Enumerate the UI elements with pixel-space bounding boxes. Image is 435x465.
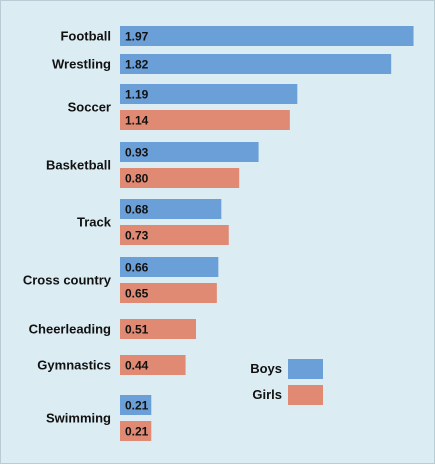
legend-swatch-girls — [288, 385, 323, 405]
bar-boys-soccer — [120, 84, 298, 104]
bar-girls-cheerleading — [120, 319, 196, 339]
bar-girls-soccer — [120, 110, 290, 130]
data-label-girls-swimming: 0.21 — [125, 425, 149, 439]
category-label-basketball: Basketball — [46, 158, 111, 173]
category-label-soccer: Soccer — [68, 100, 111, 115]
data-label-boys-swimming: 0.21 — [125, 399, 149, 413]
data-label-girls-basketball: 0.80 — [125, 172, 149, 186]
data-label-girls-cross-country: 0.65 — [125, 287, 149, 301]
bar-girls-gymnastics — [120, 355, 186, 375]
bar-girls-swimming — [120, 421, 152, 441]
data-label-girls-gymnastics: 0.44 — [125, 359, 149, 373]
bar-boys-track — [120, 199, 222, 219]
category-label-football: Football — [60, 29, 111, 44]
data-label-boys-wrestling: 1.82 — [125, 58, 149, 72]
bar-girls-cross-country — [120, 283, 217, 303]
bar-girls-basketball — [120, 168, 240, 188]
category-label-cross-country: Cross country — [23, 273, 112, 288]
data-label-boys-basketball: 0.93 — [125, 146, 149, 160]
data-label-girls-soccer: 1.14 — [125, 114, 149, 128]
category-label-swimming: Swimming — [46, 411, 111, 426]
category-label-wrestling: Wrestling — [52, 57, 111, 72]
data-label-boys-track: 0.68 — [125, 203, 149, 217]
data-label-girls-cheerleading: 0.51 — [125, 323, 149, 337]
category-label-gymnastics: Gymnastics — [37, 358, 111, 373]
bar-boys-basketball — [120, 142, 259, 162]
data-label-boys-football: 1.97 — [125, 30, 149, 44]
bar-girls-track — [120, 225, 229, 245]
category-label-track: Track — [77, 215, 112, 230]
legend-label-girls: Girls — [252, 387, 282, 402]
bar-boys-swimming — [120, 395, 152, 415]
bar-boys-cross-country — [120, 257, 219, 277]
category-label-cheerleading: Cheerleading — [29, 322, 111, 337]
bar-boys-wrestling — [120, 54, 392, 74]
data-label-boys-soccer: 1.19 — [125, 88, 149, 102]
data-label-boys-cross-country: 0.66 — [125, 261, 149, 275]
data-label-girls-track: 0.73 — [125, 229, 149, 243]
bar-boys-football — [120, 26, 414, 46]
legend-label-boys: Boys — [250, 361, 282, 376]
legend-swatch-boys — [288, 359, 323, 379]
